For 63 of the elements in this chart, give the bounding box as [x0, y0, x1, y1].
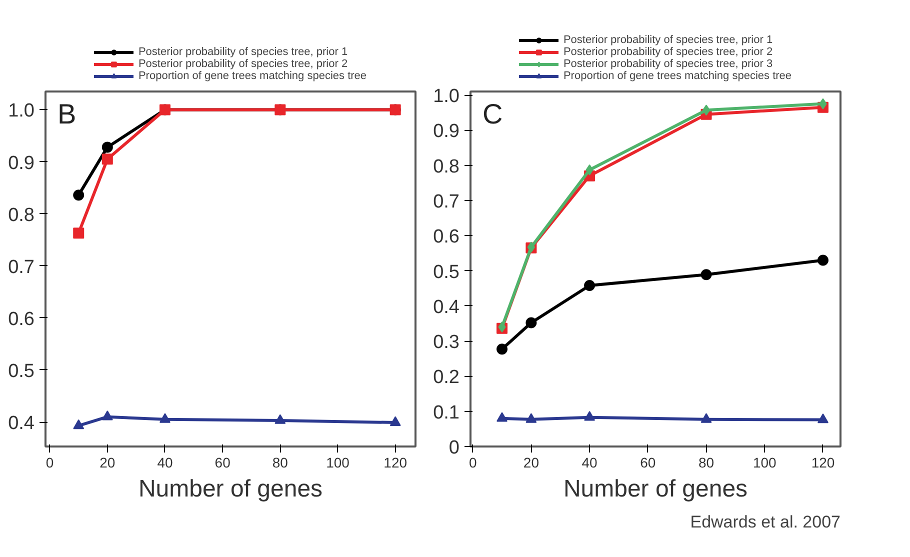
point: [159, 413, 170, 423]
point: [102, 154, 113, 165]
point: [702, 104, 710, 116]
y-tick-label: 0.1: [433, 402, 460, 424]
y-tick-label: 0.4: [8, 413, 35, 434]
point: [73, 419, 84, 430]
y-tick-label: 0.8: [8, 204, 35, 226]
x-tick-label: 20: [523, 454, 540, 470]
x-tick-label: 40: [157, 454, 173, 470]
point: [73, 228, 84, 239]
x-tick-label: 0: [468, 454, 477, 470]
point: [102, 142, 113, 153]
y-tick-label: 0.3: [433, 332, 460, 354]
point: [526, 317, 537, 328]
y-tick-label: 0.8: [433, 156, 460, 178]
y-tick-label: 0.7: [433, 191, 460, 212]
y-tick-label: 0.6: [8, 308, 35, 330]
x-tick-label: 80: [272, 454, 288, 470]
legend-label: Posterior probability of species tree, prior 1: [563, 34, 773, 46]
legend-label: Posterior probability of species tree, prior 3: [563, 58, 773, 70]
x-tick-label: 20: [100, 454, 116, 470]
x-tick-label: 40: [582, 454, 598, 470]
x-tick-label: 60: [214, 454, 231, 470]
y-tick-label: 1.0: [433, 86, 460, 108]
point: [817, 414, 828, 424]
legend-label: Proportion of gene trees matching species tree: [563, 70, 792, 82]
chart-title: B: [58, 98, 76, 130]
point: [496, 344, 508, 355]
x-tick-label: 60: [640, 454, 656, 470]
x-tick-label: 120: [384, 454, 408, 470]
x-tick-label: 0: [46, 454, 54, 470]
legend-label: Posterior probability of species tree, prior 2: [563, 46, 773, 58]
y-tick-label: 0.4: [433, 296, 460, 318]
chart-title: C: [482, 98, 503, 130]
y-tick-label: 1.0: [8, 100, 35, 122]
legend-label: Posterior probability of species tree, prior 1: [138, 46, 348, 58]
legend-label: Proportion of gene trees matching species tree: [138, 70, 367, 82]
y-tick-label: 0.9: [433, 121, 460, 142]
point: [584, 280, 596, 292]
x-tick-label: 80: [698, 454, 714, 470]
point: [817, 254, 828, 266]
y-tick-label: 0.5: [8, 360, 35, 382]
point: [274, 414, 286, 424]
point: [584, 411, 596, 421]
point: [700, 413, 712, 423]
x-axis-title: Number of genes: [138, 476, 323, 502]
y-tick-label: 0.5: [433, 262, 460, 283]
point: [526, 413, 537, 423]
text: Edwards et al. 2007: [690, 512, 841, 532]
point: [73, 190, 84, 201]
y-tick-label: 0.2: [433, 367, 460, 388]
y-tick-label: 0.6: [433, 226, 460, 248]
x-axis-title: Number of genes: [563, 476, 748, 502]
point: [102, 410, 113, 420]
x-tick-label: 100: [326, 454, 350, 470]
y-tick-label: 0.7: [8, 256, 35, 278]
x-tick-label: 100: [752, 454, 777, 470]
x-tick-label: 120: [811, 454, 835, 470]
legend-label: Posterior probability of species tree, prior 2: [138, 58, 348, 70]
point: [496, 412, 508, 422]
point: [390, 416, 401, 426]
point: [700, 269, 712, 280]
y-tick-label: 0.9: [8, 152, 35, 174]
